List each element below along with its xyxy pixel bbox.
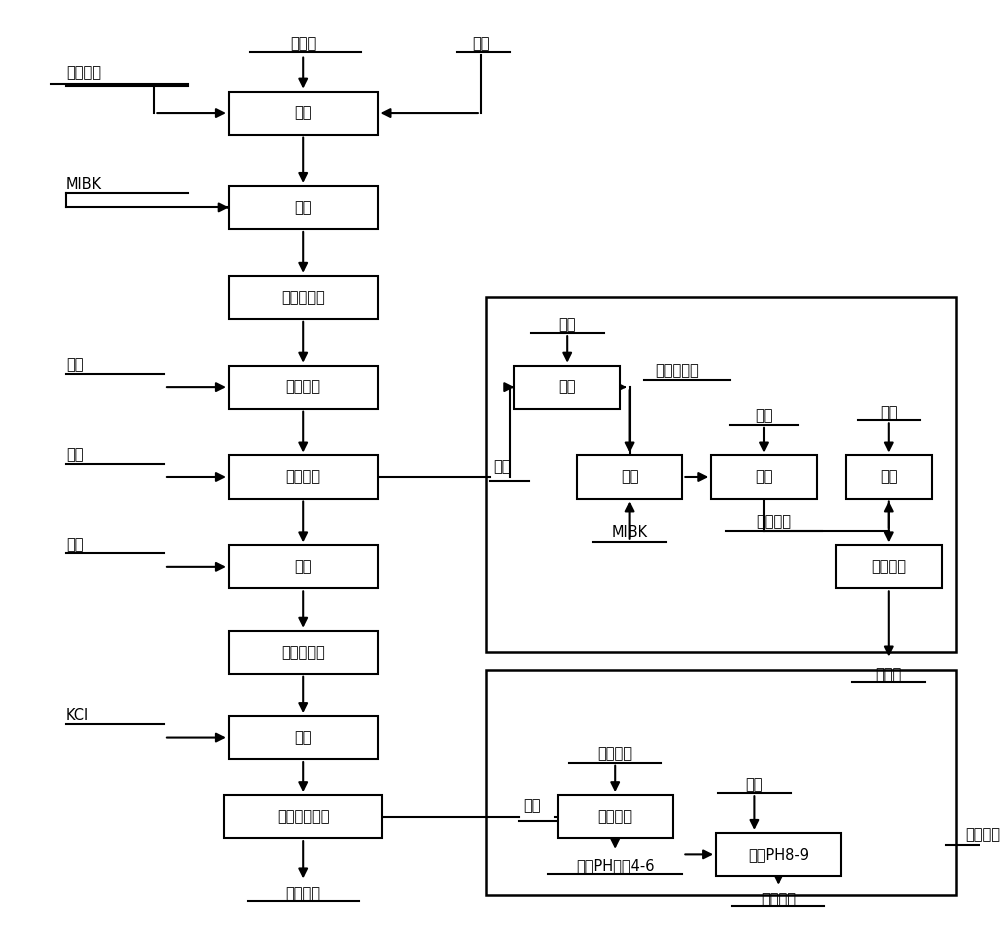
Bar	[229, 366, 378, 409]
Text: 反萃: 反萃	[755, 470, 773, 485]
Text: 中和PH8-9: 中和PH8-9	[748, 847, 809, 862]
Text: 酸洗除杂: 酸洗除杂	[286, 380, 321, 395]
Text: 反铌提钽: 反铌提钽	[286, 470, 321, 485]
Bar	[514, 366, 620, 409]
Bar	[716, 833, 841, 876]
Bar	[558, 795, 673, 839]
Text: 母液: 母液	[523, 798, 540, 813]
Bar	[229, 456, 378, 499]
Text: 含氨废水: 含氨废水	[965, 827, 1000, 842]
Text: 分解: 分解	[294, 106, 312, 121]
Text: 含铌酸液: 含铌酸液	[756, 515, 791, 530]
Text: 洗涤焙烧: 洗涤焙烧	[871, 560, 906, 575]
Bar	[229, 546, 378, 589]
Text: KCl: KCl	[66, 708, 89, 723]
Text: 氨气: 氨气	[746, 777, 763, 792]
Text: 铌液: 铌液	[493, 459, 511, 474]
Text: 纯水: 纯水	[66, 537, 84, 552]
Text: 氢氧化钠: 氢氧化钠	[598, 746, 633, 761]
Text: MIBK: MIBK	[612, 525, 648, 540]
Bar	[229, 186, 378, 229]
Text: 氧化铌: 氧化铌	[876, 667, 902, 682]
Text: 硫酸: 硫酸	[472, 37, 490, 51]
Text: 氟钽酸钾: 氟钽酸钾	[286, 886, 321, 901]
Bar	[229, 631, 378, 674]
Bar	[229, 92, 378, 135]
Text: 中和: 中和	[880, 470, 898, 485]
Text: 初步中和: 初步中和	[598, 809, 633, 824]
Text: 冷却结晶分离: 冷却结晶分离	[277, 809, 329, 824]
Bar	[711, 456, 817, 499]
Text: 硫酸: 硫酸	[66, 447, 84, 462]
Text: 萃取: 萃取	[294, 200, 312, 215]
Bar	[577, 456, 682, 499]
Text: 硫酸: 硫酸	[66, 358, 84, 373]
Bar	[836, 546, 942, 589]
Bar	[486, 298, 956, 652]
Text: 含钽铌有机: 含钽铌有机	[281, 290, 325, 305]
Text: 硫酸: 硫酸	[558, 316, 576, 331]
Text: 纯水: 纯水	[755, 408, 773, 423]
Text: 含钽的酸液: 含钽的酸液	[281, 645, 325, 660]
Text: 氢氟酸: 氢氟酸	[290, 37, 316, 51]
Text: 反钽: 反钽	[294, 560, 312, 575]
Bar	[846, 456, 932, 499]
Bar	[486, 670, 956, 895]
Bar	[224, 795, 382, 839]
Text: 调酸: 调酸	[558, 380, 576, 395]
Text: 含钽铌有机: 含钽铌有机	[656, 363, 699, 378]
Bar	[229, 716, 378, 759]
Text: 萃取: 萃取	[621, 470, 638, 485]
Text: 合成: 合成	[294, 730, 312, 745]
Text: 含钽物料: 含钽物料	[761, 892, 796, 907]
Text: 钽铌原料: 钽铌原料	[66, 66, 101, 80]
Bar	[229, 276, 378, 319]
Text: MIBK: MIBK	[66, 177, 102, 192]
Text: 氨气: 氨气	[880, 404, 898, 419]
Text: 酸液PH达到4-6: 酸液PH达到4-6	[576, 857, 654, 872]
